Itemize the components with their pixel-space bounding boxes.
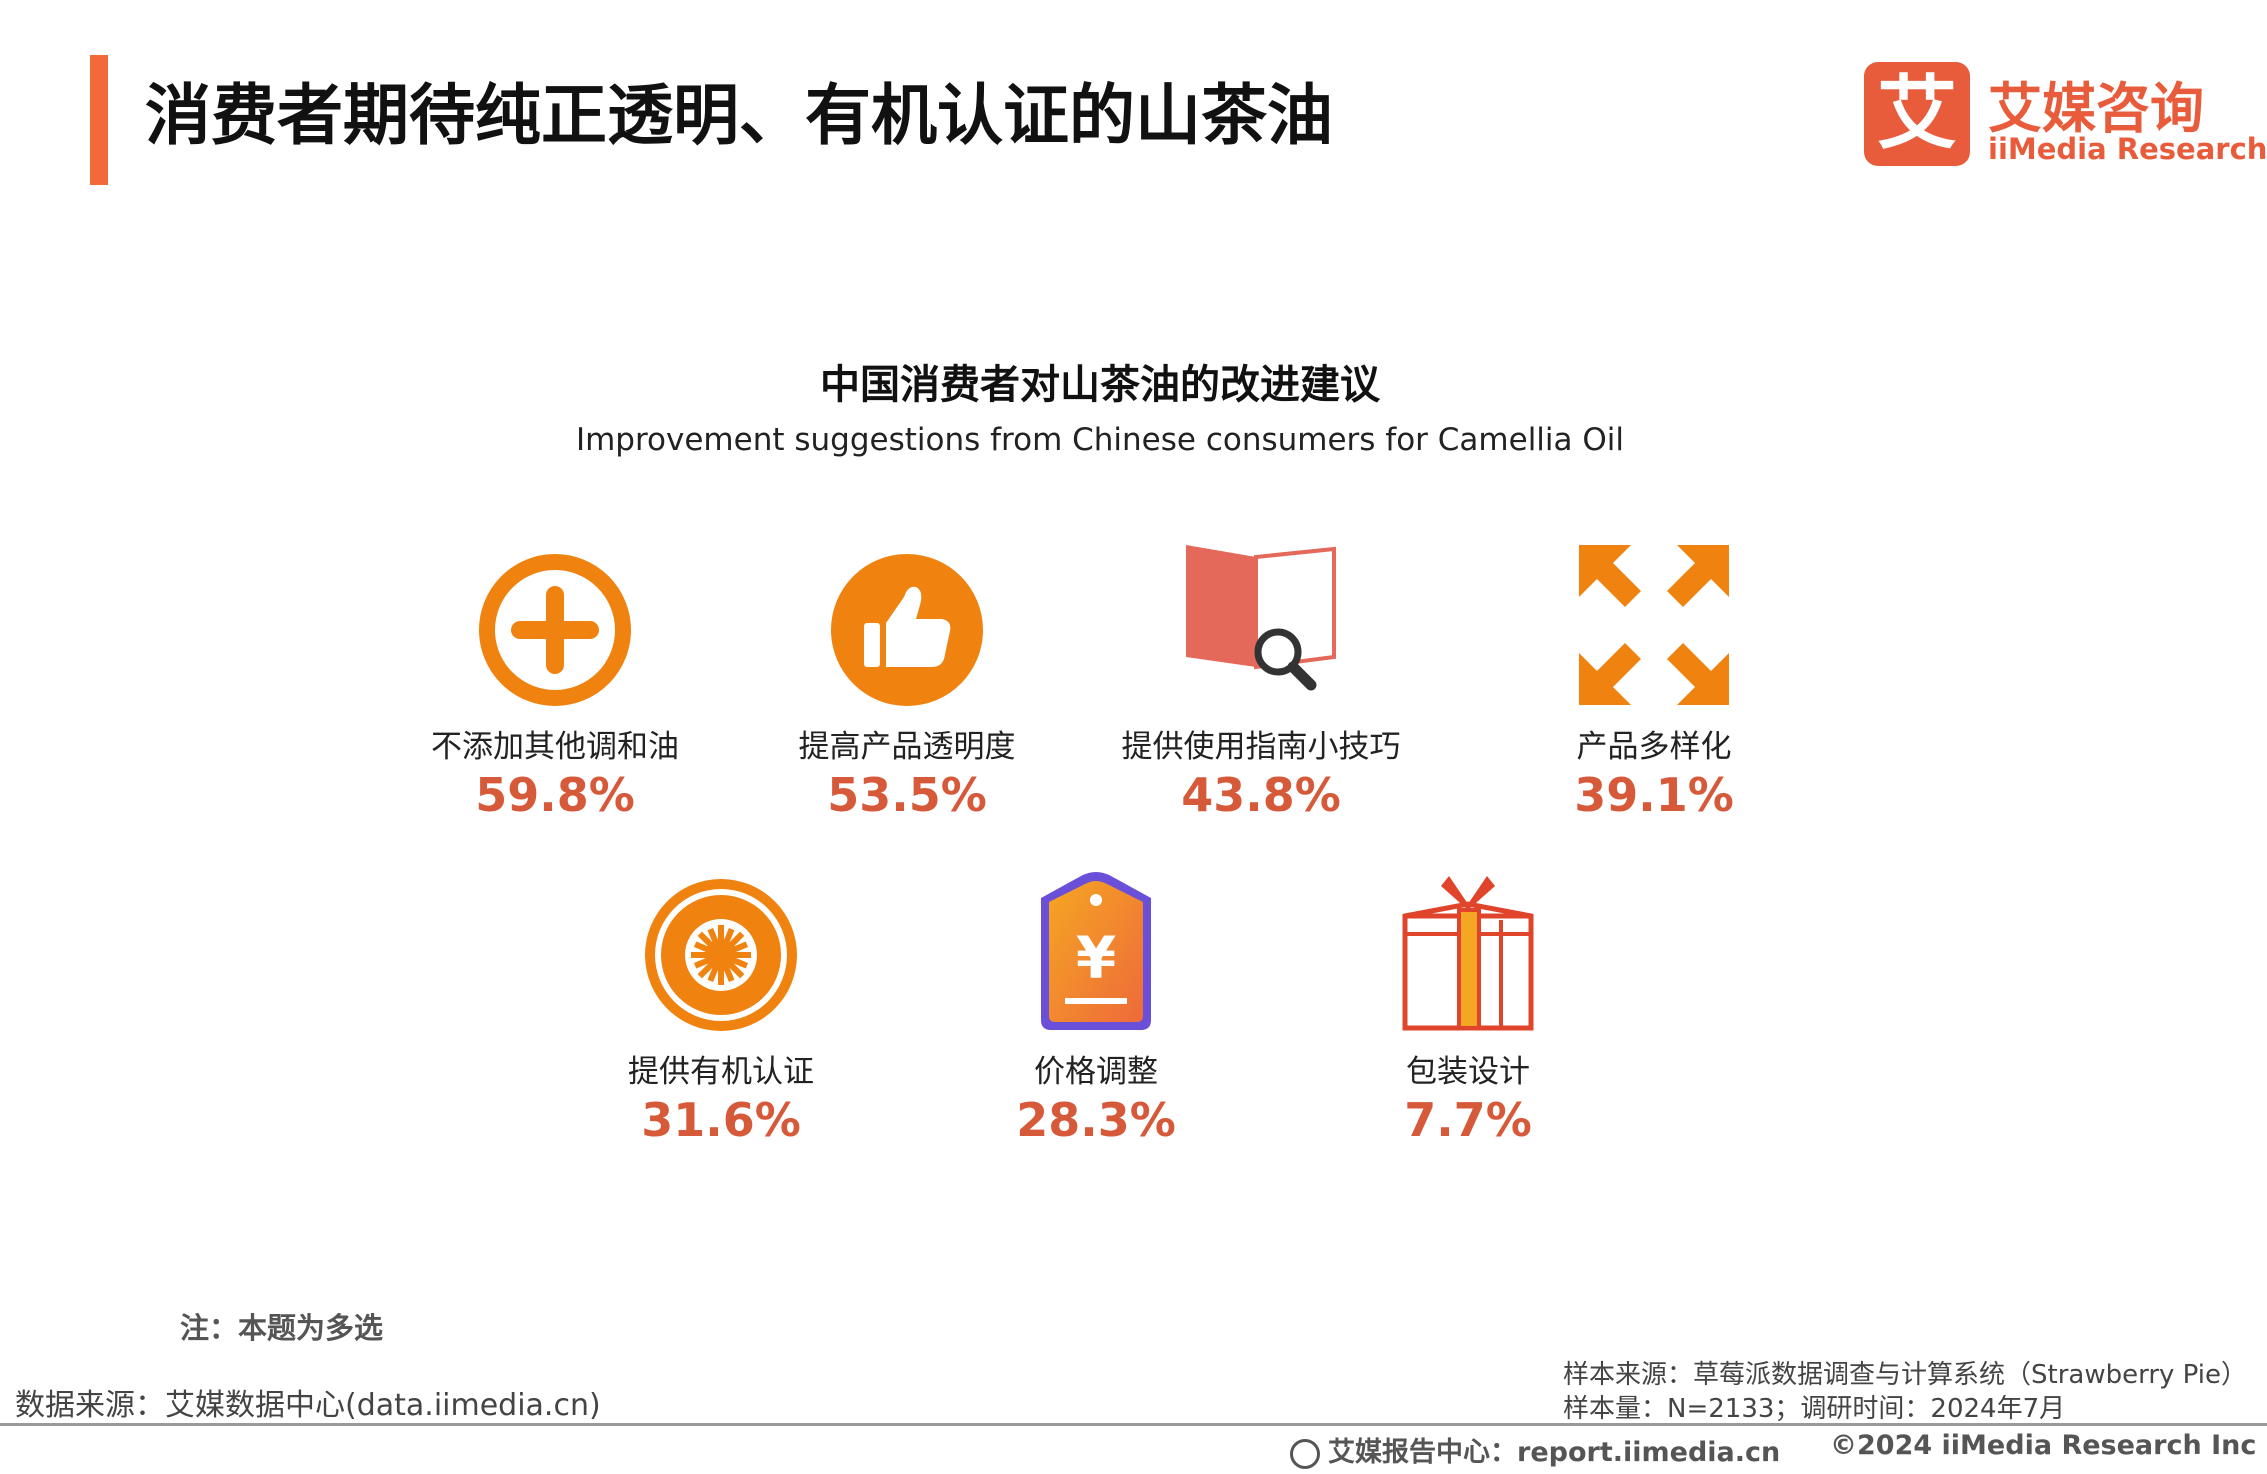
report-center-link[interactable]: 艾媒报告中心：report.iimedia.cn xyxy=(1290,1430,1780,1469)
suggestion-value: 43.8% xyxy=(1181,768,1341,822)
chart-title: 中国消费者对山茶油的改进建议 xyxy=(820,362,1380,408)
logo-text-en: iiMedia Research xyxy=(1988,132,2267,166)
suggestion-value: 59.8% xyxy=(475,768,635,822)
footnote: 注：本题为多选 xyxy=(180,1311,384,1345)
suggestion-value: 31.6% xyxy=(641,1093,801,1147)
page-title: 消费者期待纯正透明、有机认证的山茶油 xyxy=(145,77,1333,154)
report-center-text: 艾媒报告中心：report.iimedia.cn xyxy=(1328,1437,1781,1468)
suggestion-item: 提供有机认证 31.6% xyxy=(531,870,911,1147)
globe-icon xyxy=(1290,1438,1320,1469)
suggestion-label: 不添加其他调和油 xyxy=(431,729,679,765)
suggestion-label: 价格调整 xyxy=(1034,1054,1158,1090)
suggestion-item: 提供使用指南小技巧 43.8% xyxy=(1071,545,1451,822)
price-tag-icon: ¥ xyxy=(1011,870,1181,1040)
thumbs-up-icon xyxy=(822,545,992,715)
data-source: 数据来源：艾媒数据中心(data.iimedia.cn) xyxy=(15,1388,601,1423)
suggestion-label: 提供使用指南小技巧 xyxy=(1121,729,1401,765)
yen-symbol: ¥ xyxy=(1076,924,1116,992)
suggestion-label: 包装设计 xyxy=(1406,1054,1530,1090)
gift-box-icon xyxy=(1383,870,1553,1040)
suggestion-item: 提高产品透明度 53.5% xyxy=(717,545,1097,822)
suggestion-value: 28.3% xyxy=(1016,1093,1176,1147)
footer-divider xyxy=(0,1423,2267,1426)
book-search-icon xyxy=(1176,545,1346,715)
suggestion-item: 不添加其他调和油 59.8% xyxy=(365,545,745,822)
suggestion-item: ¥ 价格调整 28.3% xyxy=(906,870,1286,1147)
plus-circle-icon xyxy=(470,545,640,715)
suggestion-value: 7.7% xyxy=(1404,1093,1532,1147)
sample-source: 样本来源：草莓派数据调查与计算系统（Strawberry Pie） xyxy=(1563,1360,2247,1390)
sample-size: 样本量：N=2133；调研时间：2024年7月 xyxy=(1563,1394,2066,1424)
logo-mark: 艾 xyxy=(1864,62,1970,166)
suggestion-label: 提供有机认证 xyxy=(628,1054,814,1090)
copyright: ©2024 iiMedia Research Inc xyxy=(1830,1430,2257,1461)
suggestion-item: 包装设计 7.7% xyxy=(1278,870,1658,1147)
suggestion-label: 产品多样化 xyxy=(1576,729,1732,765)
expand-arrows-icon xyxy=(1569,545,1739,715)
natural-product-badge-icon xyxy=(636,870,806,1040)
title-accent-bar xyxy=(90,55,108,185)
suggestion-item: 产品多样化 39.1% xyxy=(1464,545,1844,822)
logo-text-cn: 艾媒咨询 xyxy=(1988,77,2204,140)
chart-subtitle: Improvement suggestions from Chinese con… xyxy=(575,422,1625,458)
suggestion-value: 53.5% xyxy=(827,768,987,822)
suggestion-label: 提高产品透明度 xyxy=(798,729,1016,765)
suggestion-value: 39.1% xyxy=(1574,768,1734,822)
brand-logo[interactable]: 艾 艾媒咨询 iiMedia Research xyxy=(1864,62,2267,170)
